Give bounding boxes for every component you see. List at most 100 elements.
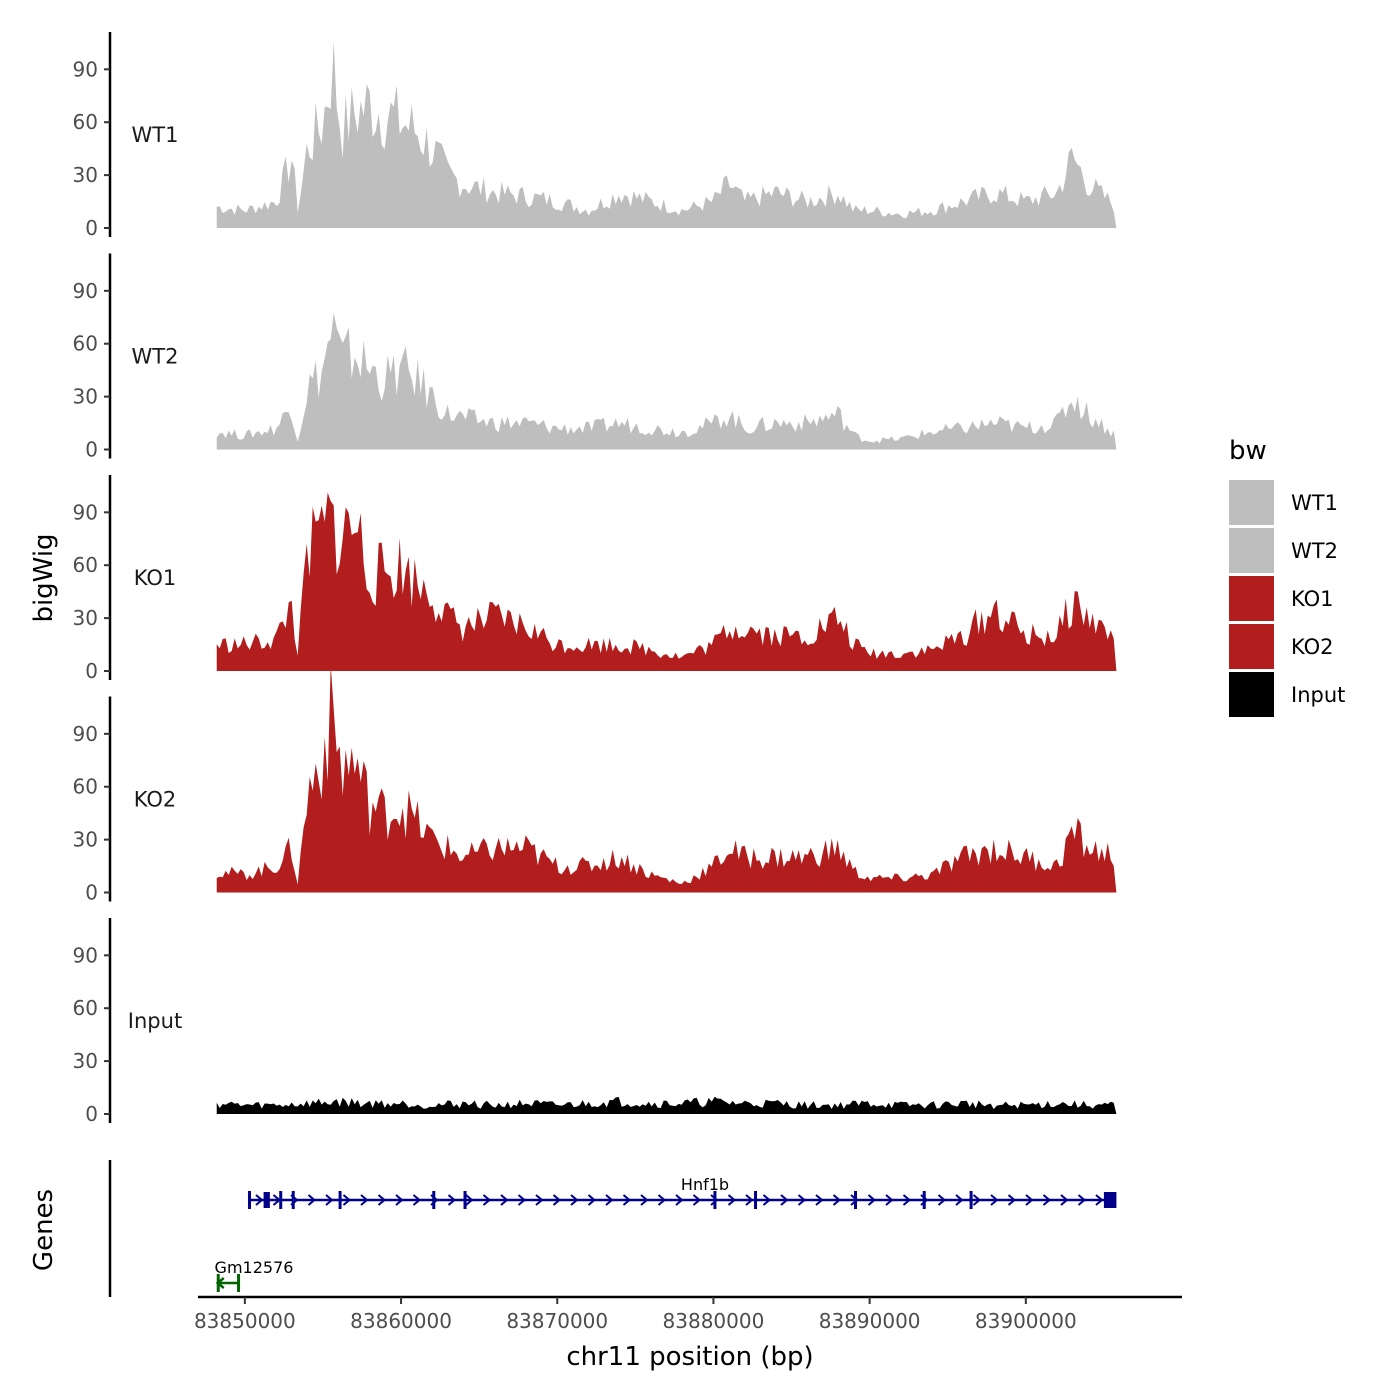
- strand-arrow: [832, 1194, 842, 1206]
- exon: [922, 1191, 926, 1209]
- strand-arrow: [1042, 1194, 1052, 1206]
- strand-arrow: [377, 1194, 387, 1206]
- exon: [279, 1191, 283, 1209]
- genes-axis-title: Genes: [29, 1189, 59, 1271]
- signal-area-ko1: [216, 492, 1117, 671]
- y-tick-label: 0: [85, 659, 98, 683]
- strand-arrow: [500, 1194, 509, 1206]
- y-tick-label: 0: [85, 1102, 98, 1126]
- legend-label-ko1: KO1: [1291, 587, 1334, 611]
- strand-arrow: [1025, 1194, 1034, 1206]
- signal-area-wt2: [216, 312, 1117, 450]
- strand-arrow: [937, 1194, 947, 1206]
- strand-arrow: [447, 1194, 457, 1206]
- signal-area-wt1: [216, 41, 1117, 229]
- strand-arrow: [692, 1194, 702, 1206]
- exon: [247, 1191, 251, 1209]
- y-tick-label: 30: [73, 828, 98, 852]
- strand-arrow: [342, 1194, 352, 1206]
- track-wt1: 0 30 60 90 WT1: [73, 32, 1117, 240]
- strand-arrow: [990, 1194, 999, 1206]
- strand-arrow: [762, 1194, 772, 1206]
- exon: [432, 1191, 436, 1209]
- legend-key-wt1: [1229, 480, 1274, 525]
- strand-arrow: [517, 1194, 527, 1206]
- exon: [291, 1191, 295, 1209]
- x-tick-label: 83870000: [506, 1309, 608, 1333]
- y-tick-label: 30: [73, 1049, 98, 1073]
- y-axis-title: bigWig: [29, 533, 59, 622]
- legend-key-input: [1229, 672, 1274, 717]
- y-tick-label: 0: [85, 438, 98, 462]
- strand-arrow: [360, 1194, 369, 1206]
- x-tick-label: 83850000: [194, 1309, 296, 1333]
- x-tick-label: 83890000: [819, 1309, 921, 1333]
- strand-arrow: [535, 1194, 544, 1206]
- strand-arrow: [675, 1194, 684, 1206]
- y-tick-label: 90: [73, 279, 98, 303]
- y-tick-label: 0: [85, 881, 98, 905]
- signal-area-ko2: [216, 664, 1117, 893]
- legend: bw WT1 WT2 KO1 KO2 Input: [1229, 436, 1345, 717]
- y-tick-label: 90: [73, 500, 98, 524]
- legend-key-wt2: [1229, 528, 1274, 573]
- strand-arrow: [412, 1194, 422, 1206]
- track-input: 0 30 60 90 Input: [73, 918, 1117, 1126]
- strand-arrow: [727, 1194, 737, 1206]
- track-ko1: 0 30 60 90 KO1: [73, 475, 1117, 683]
- exon: [463, 1191, 467, 1209]
- strand-arrow: [570, 1194, 579, 1206]
- strand-arrow: [657, 1194, 667, 1206]
- strand-arrow: [395, 1194, 404, 1206]
- exon: [969, 1191, 973, 1209]
- y-tick-label: 60: [73, 332, 98, 356]
- exon: [216, 1274, 220, 1292]
- gene-gm12576: Gm12576: [215, 1258, 294, 1292]
- strand-arrow: [482, 1194, 492, 1206]
- strand-arrow: [885, 1194, 894, 1206]
- track-label-wt2: WT2: [132, 345, 179, 369]
- y-tick-label: 0: [85, 216, 98, 240]
- y-tick-label: 60: [73, 996, 98, 1020]
- strand-arrow: [1095, 1194, 1104, 1206]
- y-tick-label: 90: [73, 943, 98, 967]
- strand-arrow: [1060, 1194, 1069, 1206]
- track-label-ko2: KO2: [134, 788, 177, 812]
- y-tick-label: 60: [73, 110, 98, 134]
- strand-arrow: [780, 1194, 789, 1206]
- y-tick-label: 90: [73, 57, 98, 81]
- y-tick-label: 60: [73, 775, 98, 799]
- strand-arrow: [902, 1194, 912, 1206]
- legend-label-ko2: KO2: [1291, 635, 1334, 659]
- track-ko2: 0 30 60 90 KO2: [73, 664, 1117, 905]
- y-tick-label: 60: [73, 553, 98, 577]
- track-label-wt1: WT1: [132, 123, 179, 147]
- exon: [263, 1192, 270, 1208]
- x-tick-label: 83860000: [350, 1309, 452, 1333]
- legend-key-ko2: [1229, 624, 1274, 669]
- exon: [1103, 1192, 1117, 1208]
- gene-label-gm12576: Gm12576: [215, 1258, 294, 1277]
- x-tick-label: 83900000: [975, 1309, 1077, 1333]
- strand-arrow: [972, 1194, 982, 1206]
- legend-label-wt2: WT2: [1291, 539, 1338, 563]
- strand-arrow: [307, 1194, 317, 1206]
- strand-arrow: [955, 1194, 964, 1206]
- y-tick-label: 30: [73, 163, 98, 187]
- strand-arrow: [745, 1194, 754, 1206]
- strand-arrow: [797, 1194, 807, 1206]
- strand-arrow: [640, 1194, 649, 1206]
- exon: [237, 1274, 241, 1292]
- legend-title: bw: [1229, 436, 1267, 466]
- strand-arrow: [465, 1194, 474, 1206]
- gene-hnf1b: Hnf1b: [247, 1175, 1117, 1209]
- strand-arrow: [255, 1194, 264, 1206]
- strand-arrow: [552, 1194, 562, 1206]
- exon: [854, 1191, 857, 1209]
- exon: [713, 1191, 717, 1209]
- strand-arrow: [605, 1194, 614, 1206]
- x-axis-title: chr11 position (bp): [566, 1342, 813, 1372]
- track-label-ko1: KO1: [134, 566, 177, 590]
- gene-label-hnf1b: Hnf1b: [681, 1175, 729, 1194]
